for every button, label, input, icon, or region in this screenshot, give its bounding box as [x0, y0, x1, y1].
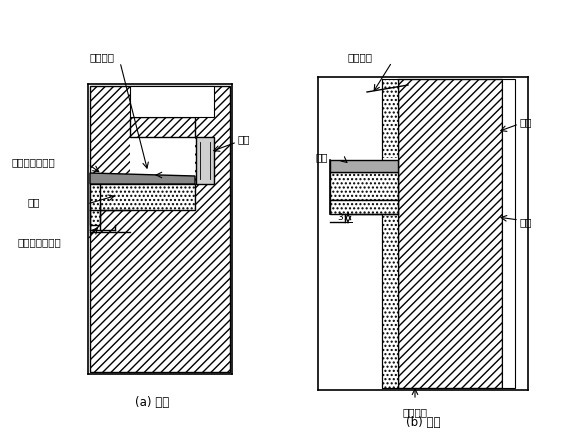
Polygon shape [130, 137, 195, 184]
Polygon shape [330, 160, 398, 172]
Polygon shape [90, 173, 195, 184]
Polygon shape [196, 137, 214, 184]
Polygon shape [330, 200, 398, 214]
Polygon shape [330, 172, 398, 200]
Text: 流水坡度: 流水坡度 [89, 52, 115, 62]
Polygon shape [90, 184, 195, 210]
Text: 腰线: 腰线 [520, 117, 532, 127]
Text: 盖砖: 盖砖 [316, 152, 328, 162]
Text: (b) 腰线: (b) 腰线 [406, 416, 440, 429]
Polygon shape [382, 79, 398, 388]
Text: 3: 3 [337, 213, 343, 222]
Text: 流水坡度: 流水坡度 [348, 52, 373, 62]
Polygon shape [90, 86, 230, 372]
Text: 流水坡度: 流水坡度 [403, 407, 427, 417]
Text: 顶面砖压立面砖: 顶面砖压立面砖 [12, 157, 56, 167]
Text: 水泥沙浆滴水线: 水泥沙浆滴水线 [18, 237, 62, 247]
Polygon shape [502, 79, 515, 388]
Polygon shape [90, 184, 100, 225]
Polygon shape [382, 158, 398, 216]
Text: (a) 窗台: (a) 窗台 [135, 396, 169, 409]
Text: 窗台: 窗台 [28, 197, 40, 207]
Text: 窗框: 窗框 [238, 134, 251, 144]
Polygon shape [398, 79, 502, 388]
Polygon shape [130, 117, 195, 137]
Text: 基体: 基体 [520, 217, 532, 227]
Polygon shape [130, 86, 214, 117]
